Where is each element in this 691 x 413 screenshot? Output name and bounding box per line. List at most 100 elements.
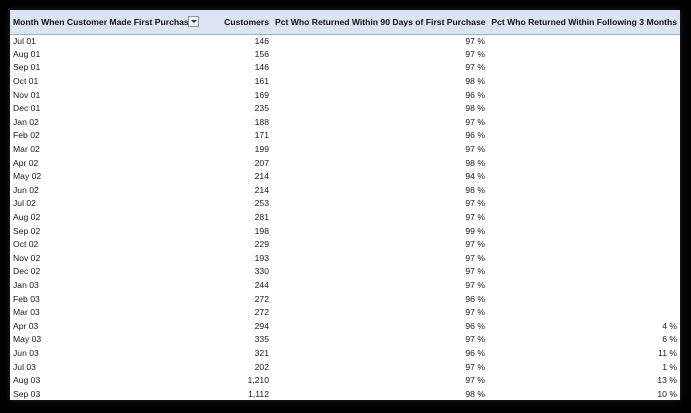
- dropdown-filter-icon[interactable]: [188, 16, 199, 27]
- pct-90-days-cell[interactable]: 97 %: [465, 35, 485, 46]
- pct-following-3-months-cell[interactable]: [488, 170, 680, 184]
- month-cell[interactable]: Jul 01: [13, 35, 36, 46]
- table-row[interactable]: Aug 01 156 97 %: [10, 48, 680, 62]
- customers-cell[interactable]: 146: [254, 62, 269, 73]
- customers-cell[interactable]: 235: [254, 103, 269, 114]
- customers-cell[interactable]: 214: [254, 171, 269, 182]
- pct-90-days-cell[interactable]: 98 %: [465, 103, 485, 114]
- month-cell[interactable]: Feb 02: [13, 130, 40, 141]
- pct-following-3-months-cell[interactable]: [488, 48, 680, 62]
- customers-cell[interactable]: 330: [254, 266, 269, 277]
- table-row[interactable]: Jul 01 146 97 %: [10, 34, 680, 48]
- table-row[interactable]: Oct 01 161 98 %: [10, 75, 680, 89]
- column-header-customers[interactable]: Customers: [202, 10, 272, 35]
- month-cell[interactable]: Feb 03: [13, 293, 40, 304]
- month-cell[interactable]: Apr 03: [13, 320, 39, 331]
- pct-following-3-months-cell[interactable]: [488, 75, 680, 89]
- customers-cell[interactable]: 281: [254, 212, 269, 223]
- table-row[interactable]: Jan 03 244 97 %: [10, 279, 680, 293]
- pct-following-3-months-cell[interactable]: 10 %: [657, 388, 677, 399]
- pct-90-days-cell[interactable]: 97 %: [465, 116, 485, 127]
- table-row[interactable]: Aug 02 281 97 %: [10, 211, 680, 225]
- customers-cell[interactable]: 1,112: [248, 388, 269, 399]
- pct-90-days-cell[interactable]: 98 %: [465, 76, 485, 87]
- customers-cell[interactable]: 169: [254, 89, 269, 100]
- month-cell[interactable]: Jan 02: [13, 116, 39, 127]
- customers-cell[interactable]: 214: [254, 184, 269, 195]
- pct-90-days-cell[interactable]: 97 %: [465, 239, 485, 250]
- pct-90-days-cell[interactable]: 97 %: [465, 198, 485, 209]
- pct-90-days-cell[interactable]: 98 %: [465, 157, 485, 168]
- table-row[interactable]: Apr 03 294 96 % 4 %: [10, 319, 680, 333]
- pct-following-3-months-cell[interactable]: [488, 211, 680, 225]
- customers-cell[interactable]: 156: [254, 48, 269, 59]
- table-row[interactable]: Jan 02 188 97 %: [10, 116, 680, 130]
- table-row[interactable]: Feb 03 272 96 %: [10, 292, 680, 306]
- column-header-month[interactable]: Month When Customer Made First Purchase: [10, 10, 202, 35]
- month-cell[interactable]: Aug 01: [13, 48, 41, 59]
- pct-following-3-months-cell[interactable]: [488, 102, 680, 116]
- month-cell[interactable]: Jul 03: [13, 361, 36, 372]
- pct-90-days-cell[interactable]: 97 %: [465, 48, 485, 59]
- month-cell[interactable]: Nov 02: [13, 252, 41, 263]
- pct-following-3-months-cell[interactable]: 13 %: [657, 375, 677, 386]
- pct-90-days-cell[interactable]: 96 %: [465, 347, 485, 358]
- pct-90-days-cell[interactable]: 97 %: [465, 252, 485, 263]
- pct-90-days-cell[interactable]: 97 %: [465, 62, 485, 73]
- table-row[interactable]: Jul 02 253 97 %: [10, 197, 680, 211]
- pct-following-3-months-cell[interactable]: [488, 252, 680, 266]
- pct-90-days-cell[interactable]: 98 %: [465, 184, 485, 195]
- pct-following-3-months-cell[interactable]: [488, 238, 680, 252]
- table-row[interactable]: Sep 03 1,112 98 % 10 %: [10, 387, 680, 400]
- pct-following-3-months-cell[interactable]: [488, 292, 680, 306]
- table-row[interactable]: Oct 02 229 97 %: [10, 238, 680, 252]
- table-row[interactable]: Mar 02 199 97 %: [10, 143, 680, 157]
- pct-following-3-months-cell[interactable]: 6 %: [662, 334, 677, 345]
- customers-cell[interactable]: 294: [254, 320, 269, 331]
- pct-following-3-months-cell[interactable]: [488, 61, 680, 75]
- pct-90-days-cell[interactable]: 99 %: [465, 225, 485, 236]
- customers-cell[interactable]: 321: [254, 347, 269, 358]
- month-cell[interactable]: Apr 02: [13, 157, 39, 168]
- table-row[interactable]: Dec 01 235 98 %: [10, 102, 680, 116]
- customers-cell[interactable]: 229: [254, 239, 269, 250]
- customers-cell[interactable]: 272: [254, 307, 269, 318]
- month-cell[interactable]: Sep 02: [13, 225, 41, 236]
- pct-90-days-cell[interactable]: 97 %: [465, 361, 485, 372]
- pct-90-days-cell[interactable]: 97 %: [465, 279, 485, 290]
- month-cell[interactable]: Aug 03: [13, 375, 41, 386]
- month-cell[interactable]: Dec 02: [13, 266, 41, 277]
- customers-cell[interactable]: 199: [254, 144, 269, 155]
- table-row[interactable]: Feb 02 171 96 %: [10, 129, 680, 143]
- table-row[interactable]: May 03 335 97 % 6 %: [10, 333, 680, 347]
- customers-cell[interactable]: 198: [254, 225, 269, 236]
- pct-following-3-months-cell[interactable]: [488, 265, 680, 279]
- table-row[interactable]: Aug 03 1,210 97 % 13 %: [10, 374, 680, 388]
- pct-following-3-months-cell[interactable]: 4 %: [662, 320, 677, 331]
- pct-90-days-cell[interactable]: 98 %: [465, 388, 485, 399]
- pct-following-3-months-cell[interactable]: [488, 143, 680, 157]
- month-cell[interactable]: May 02: [13, 171, 42, 182]
- pct-following-3-months-cell[interactable]: [488, 129, 680, 143]
- customers-cell[interactable]: 171: [254, 130, 269, 141]
- pct-following-3-months-cell[interactable]: [488, 116, 680, 130]
- month-cell[interactable]: Jan 03: [13, 279, 39, 290]
- table-row[interactable]: Sep 02 198 99 %: [10, 224, 680, 238]
- customers-cell[interactable]: 161: [254, 76, 269, 87]
- pct-following-3-months-cell[interactable]: [488, 306, 680, 320]
- customers-cell[interactable]: 193: [254, 252, 269, 263]
- pct-following-3-months-cell[interactable]: [488, 88, 680, 102]
- pct-90-days-cell[interactable]: 97 %: [465, 266, 485, 277]
- month-cell[interactable]: Oct 01: [13, 76, 39, 87]
- month-cell[interactable]: Nov 01: [13, 89, 41, 100]
- pct-90-days-cell[interactable]: 97 %: [465, 307, 485, 318]
- customers-cell[interactable]: 202: [254, 361, 269, 372]
- customers-cell[interactable]: 1,210: [247, 375, 269, 386]
- table-row[interactable]: Jun 02 214 98 %: [10, 184, 680, 198]
- table-row[interactable]: Nov 01 169 96 %: [10, 88, 680, 102]
- pct-following-3-months-cell[interactable]: [488, 184, 680, 198]
- customers-cell[interactable]: 207: [254, 157, 269, 168]
- pct-90-days-cell[interactable]: 94 %: [465, 171, 485, 182]
- pct-90-days-cell[interactable]: 97 %: [465, 212, 485, 223]
- pct-following-3-months-cell[interactable]: 1 %: [662, 361, 677, 372]
